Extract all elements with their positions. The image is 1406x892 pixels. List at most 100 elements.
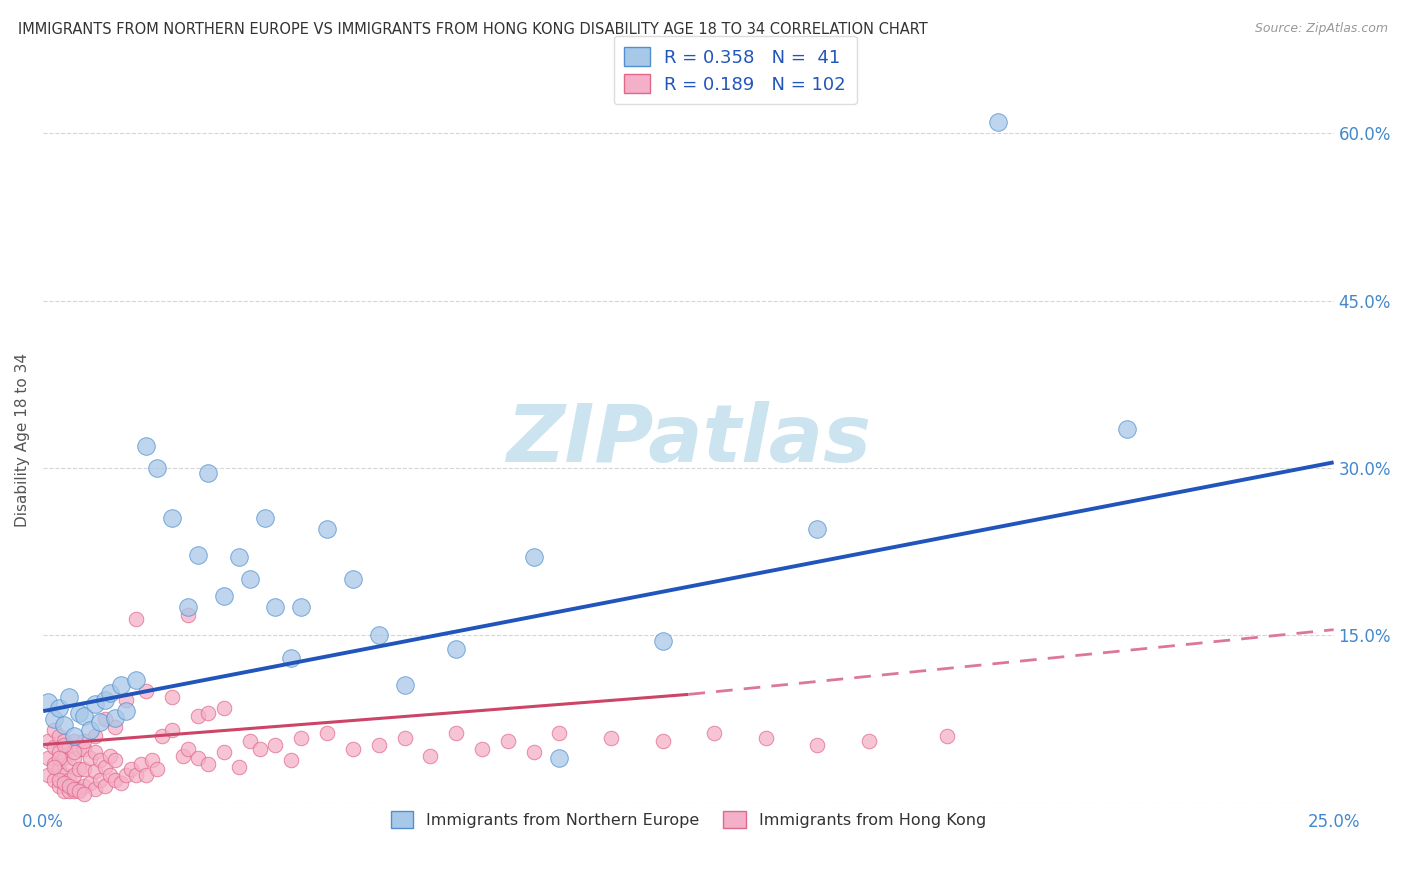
Point <box>162 690 184 704</box>
Point <box>52 784 75 798</box>
Point <box>42 773 65 788</box>
Point <box>48 729 70 743</box>
Point <box>172 748 194 763</box>
Y-axis label: Disability Age 18 to 34: Disability Age 18 to 34 <box>15 353 30 527</box>
Point <box>63 751 86 765</box>
Point <box>83 698 105 712</box>
Point <box>67 784 90 798</box>
Point <box>48 773 70 788</box>
Point <box>104 773 127 788</box>
Point <box>73 762 96 776</box>
Legend: Immigrants from Northern Europe, Immigrants from Hong Kong: Immigrants from Northern Europe, Immigra… <box>385 805 993 835</box>
Text: ZIPatlas: ZIPatlas <box>506 401 870 479</box>
Point <box>48 700 70 714</box>
Point <box>316 726 339 740</box>
Point <box>177 608 200 623</box>
Point <box>471 742 494 756</box>
Point <box>264 738 287 752</box>
Point <box>73 779 96 793</box>
Point <box>162 723 184 737</box>
Point <box>58 756 80 771</box>
Point <box>37 734 59 748</box>
Point <box>125 673 148 687</box>
Point <box>67 742 90 756</box>
Point <box>37 695 59 709</box>
Point <box>1116 422 1139 436</box>
Point <box>63 768 86 782</box>
Point <box>600 731 623 745</box>
Point <box>79 775 101 789</box>
Point <box>98 768 121 782</box>
Point <box>187 751 209 765</box>
Point <box>52 775 75 789</box>
Point <box>52 738 75 752</box>
Point <box>367 738 389 752</box>
Point <box>120 762 142 776</box>
Point <box>42 756 65 771</box>
Point <box>83 746 105 760</box>
Point <box>125 611 148 625</box>
Point <box>42 739 65 754</box>
Point <box>935 729 957 743</box>
Point <box>177 600 200 615</box>
Point <box>63 729 86 743</box>
Point <box>114 768 136 782</box>
Point <box>52 768 75 782</box>
Point <box>73 787 96 801</box>
Point <box>104 711 127 725</box>
Point <box>114 704 136 718</box>
Point <box>67 706 90 721</box>
Point <box>79 723 101 737</box>
Point <box>280 650 302 665</box>
Point <box>98 748 121 763</box>
Point <box>394 731 416 745</box>
Point <box>89 773 111 788</box>
Point <box>37 751 59 765</box>
Point <box>394 678 416 692</box>
Point <box>52 751 75 765</box>
Point <box>987 115 1010 129</box>
Point <box>264 600 287 615</box>
Point <box>58 773 80 788</box>
Point <box>67 782 90 797</box>
Point <box>858 734 880 748</box>
Point <box>254 511 277 525</box>
Point <box>129 756 152 771</box>
Point <box>104 720 127 734</box>
Point <box>212 700 235 714</box>
Point <box>239 573 262 587</box>
Point <box>94 760 117 774</box>
Point <box>290 600 312 615</box>
Point <box>316 522 339 536</box>
Point <box>548 751 571 765</box>
Point <box>290 731 312 745</box>
Point <box>48 751 70 765</box>
Point <box>197 467 219 481</box>
Point <box>548 726 571 740</box>
Point <box>806 522 828 536</box>
Point <box>73 708 96 723</box>
Point <box>212 589 235 603</box>
Point <box>94 712 117 726</box>
Point <box>89 753 111 767</box>
Point <box>63 784 86 798</box>
Point <box>63 746 86 760</box>
Point <box>145 461 167 475</box>
Point <box>342 742 364 756</box>
Point <box>48 779 70 793</box>
Point <box>83 764 105 779</box>
Point <box>73 734 96 748</box>
Point <box>48 746 70 760</box>
Point <box>42 723 65 737</box>
Point <box>58 739 80 754</box>
Point <box>89 715 111 730</box>
Point <box>212 746 235 760</box>
Point <box>187 708 209 723</box>
Point <box>135 768 157 782</box>
Point <box>419 748 441 763</box>
Point <box>52 734 75 748</box>
Point <box>58 784 80 798</box>
Point <box>79 751 101 765</box>
Point <box>67 762 90 776</box>
Point <box>110 678 132 692</box>
